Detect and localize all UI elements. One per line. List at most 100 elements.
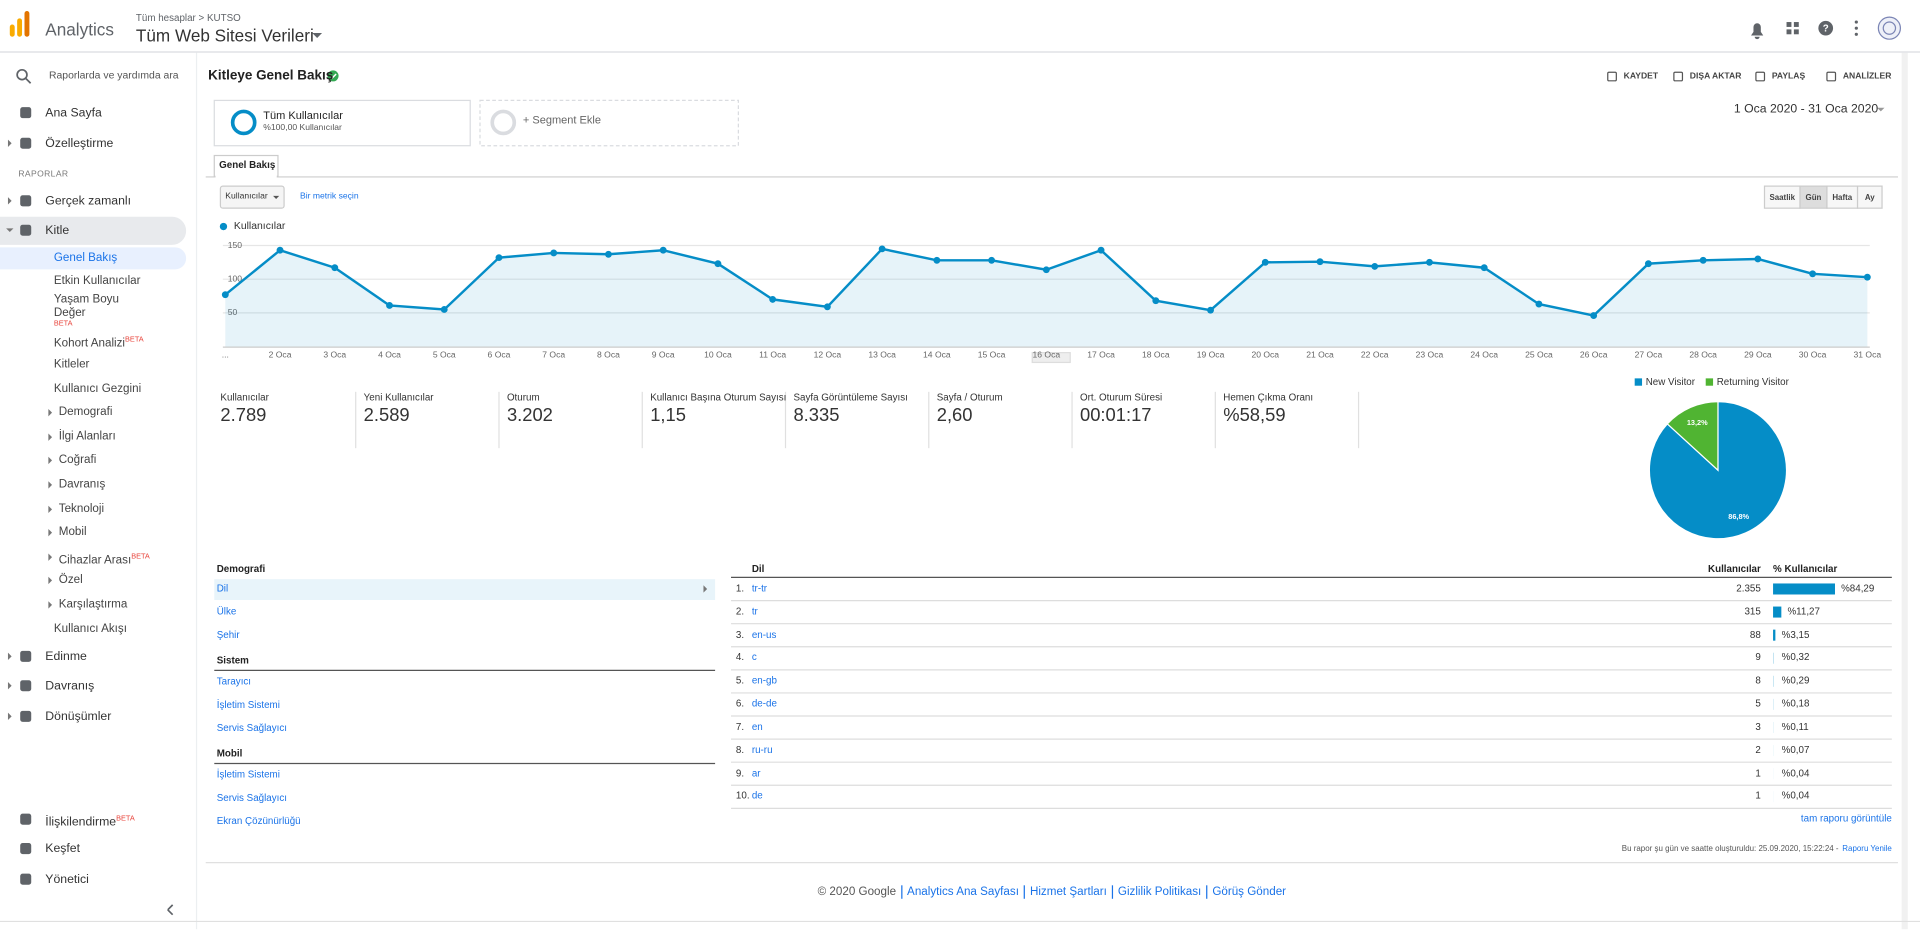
nav-item[interactable]: Özelleştirme — [45, 136, 114, 151]
footer-link[interactable]: Gizlilik Politikası — [1111, 885, 1202, 899]
dimension-link[interactable]: Şehir — [216, 629, 240, 641]
footer-link[interactable]: Analytics Ana Sayfası — [900, 885, 1019, 899]
row-language[interactable]: tr — [751, 605, 758, 617]
metric-value: 1,15 — [650, 405, 686, 427]
nav-subitem[interactable]: Yaşam Boyu Değer BETA — [54, 292, 127, 329]
nav-item[interactable]: Ana Sayfa — [45, 105, 102, 120]
nav-subitem[interactable]: Demografi — [59, 405, 113, 420]
scroll-handle[interactable] — [1031, 352, 1071, 364]
nav-subitem[interactable]: Kohort AnaliziBETA — [54, 333, 144, 352]
row-language[interactable]: c — [751, 651, 757, 663]
add-segment[interactable]: + Segment Ekle — [522, 114, 601, 127]
action-button[interactable]: ANALİZLER — [1842, 72, 1892, 82]
share-label: %3,15 — [1781, 628, 1810, 640]
metric-compare[interactable]: Bir metrik seçin — [300, 192, 359, 202]
row-language[interactable]: tr-tr — [751, 582, 768, 594]
apps-icon[interactable] — [1786, 22, 1799, 35]
x-tick-label: 16 Oca — [1033, 349, 1061, 359]
nav-subitem[interactable]: Teknoloji — [59, 502, 104, 517]
add-segment-box[interactable] — [479, 99, 739, 147]
row-users: 1 — [1755, 790, 1761, 802]
full-report-link[interactable]: tam raporu görüntüle — [1800, 812, 1892, 824]
action-button[interactable]: PAYLAŞ — [1771, 72, 1806, 82]
help-icon[interactable] — [1818, 20, 1834, 36]
nav-subitem[interactable]: Mobil — [59, 525, 87, 540]
property-name[interactable]: Tüm Web Sitesi Verileri — [135, 25, 314, 46]
nav-item[interactable]: Dönüşümler — [45, 709, 112, 724]
scrollbar[interactable] — [1901, 52, 1908, 930]
dimension-link[interactable]: Servis Sağlayıcı — [216, 791, 287, 804]
date-range[interactable]: 1 Oca 2020 - 31 Oca 2020 — [1733, 102, 1879, 116]
segment-name: Tüm Kullanıcılar — [263, 109, 343, 122]
row-language[interactable]: ar — [751, 767, 761, 779]
x-tick-label: 21 Oca — [1306, 349, 1334, 359]
nav-subitem[interactable]: Etkin Kullanıcılar — [54, 274, 141, 289]
row-language[interactable]: en-gb — [751, 674, 777, 686]
x-tick-label: 11 Oca — [759, 349, 786, 359]
nav-item[interactable]: Davranış — [45, 678, 95, 693]
action-button[interactable]: DIŞA AKTAR — [1689, 72, 1742, 82]
row-language[interactable]: ru-ru — [751, 744, 773, 756]
segment-box[interactable] — [213, 99, 471, 147]
area — [225, 248, 1868, 347]
point — [878, 245, 886, 253]
search-icon[interactable] — [16, 68, 28, 81]
dimension-link[interactable]: İşletim Sistemi — [216, 768, 280, 780]
expand-caret — [703, 585, 708, 593]
nav-subitem[interactable]: Kullanıcı Gezgini — [54, 382, 141, 397]
row-language[interactable]: en-us — [751, 628, 777, 640]
row-language[interactable]: de — [751, 790, 763, 802]
nav-item-label: Yönetici — [45, 872, 89, 886]
pie-slice — [1666, 401, 1719, 472]
nav-item[interactable]: Yönetici — [45, 871, 89, 887]
x-tick-label: 31 Oca — [1854, 349, 1882, 359]
refresh-link[interactable]: Raporu Yenile — [1842, 844, 1892, 854]
nav-subitem[interactable]: Özel — [59, 573, 83, 588]
footer-link[interactable]: Görüş Gönder — [1206, 885, 1287, 899]
nav-subitem[interactable]: İlgi Alanları — [59, 430, 116, 445]
avatar[interactable] — [1877, 16, 1902, 40]
legend-swatch — [1634, 378, 1643, 386]
dimension-link[interactable]: Ekran Çözünürlüğü — [216, 815, 301, 827]
nav-item[interactable]: İlişkilendirmeBETA — [45, 811, 134, 830]
share-bar — [1773, 606, 1782, 618]
tab-label[interactable]: Genel Bakış — [219, 158, 276, 170]
nav-subitem[interactable]: Cihazlar ArasıBETA — [59, 550, 150, 569]
footer-link[interactable]: Hizmet Şartları — [1023, 885, 1107, 899]
nav-subitem-label: Kohort Analizi — [53, 336, 126, 351]
nav-subitem[interactable]: Karşılaştırma — [59, 597, 128, 612]
beta-badge: BETA — [53, 320, 73, 328]
x-tick-label: 17 Oca — [1087, 349, 1115, 359]
search-placeholder[interactable]: Raporlarda ve yardımda ara — [48, 69, 179, 82]
nav-subitem[interactable]: Coğrafi — [59, 453, 97, 468]
breadcrumb[interactable]: Tüm hesaplar > KUTSO — [135, 11, 241, 24]
nav-item[interactable]: Gerçek zamanlı — [45, 194, 132, 208]
nav-subitem[interactable]: Davranış — [59, 477, 106, 492]
nav-subitem[interactable]: Kullanıcı Akışı — [54, 622, 127, 637]
dimension-link[interactable]: Ülke — [216, 605, 237, 617]
action-button[interactable]: KAYDET — [1623, 72, 1659, 82]
metric-select[interactable]: Kullanıcılar — [225, 192, 268, 202]
nav-item[interactable]: Keşfet — [45, 841, 80, 857]
dimension-link[interactable]: Dil — [216, 582, 229, 594]
nav-item[interactable]: Kitle — [45, 223, 70, 237]
row-rank: 9. — [735, 767, 745, 779]
dimension-link[interactable]: Tarayıcı — [216, 675, 252, 687]
interval-button[interactable] — [1856, 185, 1883, 209]
nav-item[interactable]: Edinme — [45, 649, 87, 664]
dimension-link[interactable]: İşletim Sistemi — [216, 698, 280, 710]
dimension-link[interactable]: Servis Sağlayıcı — [216, 722, 287, 734]
row-language[interactable]: en — [751, 721, 763, 733]
collapse-icon[interactable] — [167, 904, 174, 916]
x-tick-label: 2 Oca — [269, 349, 292, 359]
more-icon[interactable] — [1854, 20, 1858, 36]
nav-subitem-label: Özel — [58, 572, 83, 587]
section-title: Sistem — [216, 654, 249, 666]
row-language[interactable]: de-de — [751, 698, 777, 710]
metric-dropdown[interactable] — [219, 185, 285, 209]
y-tick-label: 50 — [228, 307, 238, 317]
x-tick-label: 10 Oca — [704, 349, 732, 359]
nav-subitem[interactable]: Kitleler — [54, 357, 90, 372]
nav-subitem[interactable]: Genel Bakış — [54, 251, 117, 266]
bell-icon[interactable] — [1751, 23, 1764, 40]
